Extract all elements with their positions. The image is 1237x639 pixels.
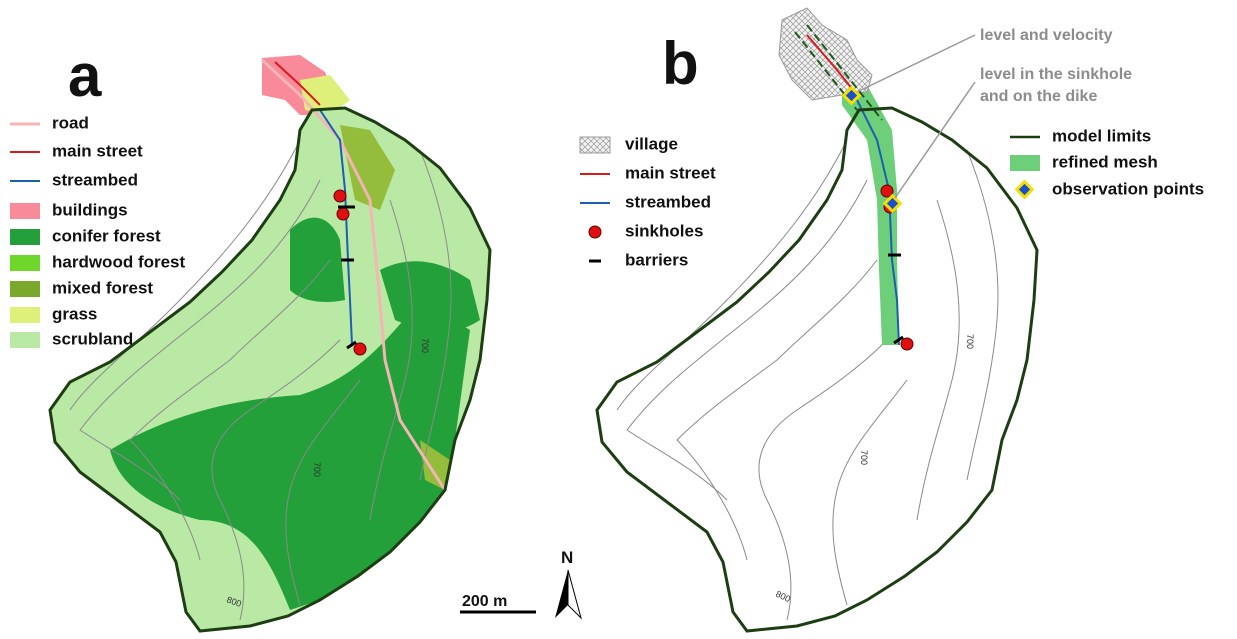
north-label: N <box>561 548 573 567</box>
conifer-area <box>110 300 470 610</box>
sinkhole <box>353 342 367 356</box>
streambed <box>856 99 900 346</box>
legend-b: village main street streambed sinkholes … <box>579 126 1204 269</box>
legend-label: streambed <box>625 192 711 211</box>
legend-swatch <box>10 203 40 219</box>
sinkhole <box>880 184 894 198</box>
legend-label: hardwood forest <box>52 252 186 271</box>
annotation: level and velocity <box>980 27 1113 44</box>
contour-label: 700 <box>859 450 869 465</box>
legend-swatch <box>10 281 40 297</box>
legend-label: sinkholes <box>625 221 703 240</box>
panel-label: b <box>662 30 699 97</box>
main-street <box>806 34 858 96</box>
conifer-area <box>380 261 480 332</box>
legend-label: village <box>625 134 678 153</box>
legend-label: mixed forest <box>52 278 153 297</box>
contour-label: 700 <box>312 462 322 477</box>
legend-swatch <box>1010 155 1040 171</box>
sinkhole <box>900 337 914 351</box>
mixed-forest-area <box>420 440 450 490</box>
arrow-half <box>567 569 582 620</box>
conifer-area <box>290 217 345 302</box>
legend-swatch <box>10 307 40 323</box>
refined-mesh-area <box>842 80 899 345</box>
legend-swatch <box>10 332 40 348</box>
model-limit <box>794 31 858 111</box>
sinkhole <box>336 207 350 221</box>
map-a: 700 700 800 <box>48 55 492 633</box>
legend-label: scrubland <box>52 329 133 348</box>
barrier <box>346 340 357 350</box>
observation-point <box>882 193 903 214</box>
legend-swatch <box>10 255 40 271</box>
legend-label: main street <box>625 163 716 182</box>
legend-label: model limits <box>1052 126 1151 145</box>
legend-label: main street <box>52 141 143 160</box>
model-limit <box>806 24 883 121</box>
contour-label: 700 <box>420 338 430 353</box>
map-b: 700 700 800 <box>595 7 1039 633</box>
legend-label: observation points <box>1052 179 1204 198</box>
legend-label: barriers <box>625 250 688 269</box>
annotation: and on the dike <box>980 88 1097 105</box>
grass-area <box>300 75 350 115</box>
legend-label: streambed <box>52 170 138 189</box>
leader-line <box>856 34 976 93</box>
legend-swatch <box>588 225 602 239</box>
legend-a: road main street streambed buildings con… <box>10 113 186 348</box>
leader-line <box>894 81 976 199</box>
legend-swatch <box>1014 179 1035 200</box>
scale-bar: 200 m <box>460 593 536 614</box>
contour-label: 800 <box>225 594 243 609</box>
road <box>260 58 447 491</box>
arrow-half <box>555 570 568 618</box>
contour-label: 700 <box>965 334 975 349</box>
legend-label: grass <box>52 304 97 323</box>
legend-label: refined mesh <box>1052 152 1158 171</box>
legend-label: road <box>52 113 89 132</box>
legend-label: buildings <box>52 200 128 219</box>
main-street <box>274 61 321 106</box>
observation-point <box>841 85 862 106</box>
sinkhole <box>333 189 347 203</box>
annotation: level in the sinkhole <box>980 66 1132 83</box>
legend-label: conifer forest <box>52 226 161 245</box>
streambed <box>319 109 353 346</box>
barrier <box>893 335 904 345</box>
mixed-forest-area <box>340 125 395 210</box>
scale-label: 200 m <box>462 593 507 610</box>
north-arrow: N <box>555 548 582 620</box>
legend-swatch <box>10 229 40 245</box>
basin-area <box>597 108 1037 631</box>
village-area <box>778 7 873 101</box>
panel-label: a <box>68 42 102 109</box>
legend-swatch <box>579 136 611 154</box>
